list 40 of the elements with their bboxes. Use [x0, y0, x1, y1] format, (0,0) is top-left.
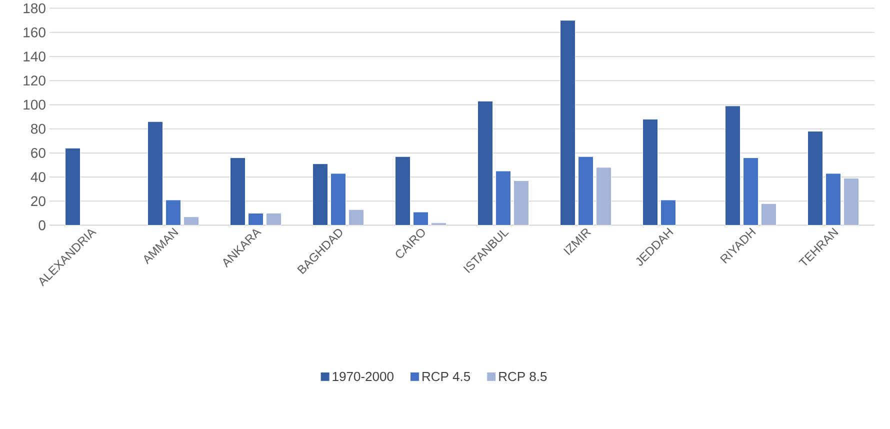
bar — [560, 20, 576, 226]
bar — [230, 158, 246, 226]
bar — [312, 164, 328, 226]
bar — [596, 167, 612, 226]
y-tick-label: 180 — [24, 3, 46, 14]
bar — [348, 209, 364, 226]
y-tick-label: 140 — [24, 52, 46, 62]
bar — [514, 180, 530, 226]
legend-label: RCP 4.5 — [422, 372, 470, 382]
y-tick-label: 0 — [38, 220, 46, 230]
bar — [166, 200, 182, 226]
bar — [660, 200, 676, 226]
legend-label: RCP 8.5 — [499, 372, 547, 382]
bar — [65, 148, 81, 226]
y-tick-label: 100 — [24, 100, 46, 110]
y-tick-label: 40 — [30, 172, 46, 182]
bar — [148, 121, 164, 226]
bar — [761, 203, 776, 226]
bar — [248, 212, 264, 226]
bar — [413, 212, 429, 226]
bar — [478, 100, 494, 226]
bar — [496, 170, 512, 226]
bar — [826, 173, 842, 226]
y-tick-label: 20 — [31, 196, 46, 206]
y-tick-label: 80 — [31, 124, 46, 134]
bar — [725, 106, 741, 226]
bar — [431, 222, 447, 226]
bar — [808, 130, 824, 226]
bar — [395, 156, 411, 226]
bar — [266, 212, 282, 226]
bar — [330, 173, 346, 226]
y-tick-label: 160 — [24, 27, 46, 38]
bar — [743, 158, 758, 226]
y-tick-label: 120 — [24, 76, 46, 86]
bar — [844, 178, 860, 226]
bar — [642, 118, 658, 226]
bar — [184, 216, 200, 226]
y-tick-label: 60 — [31, 148, 46, 158]
legend-label: 1970-2000 — [332, 372, 394, 382]
bar — [578, 156, 594, 226]
